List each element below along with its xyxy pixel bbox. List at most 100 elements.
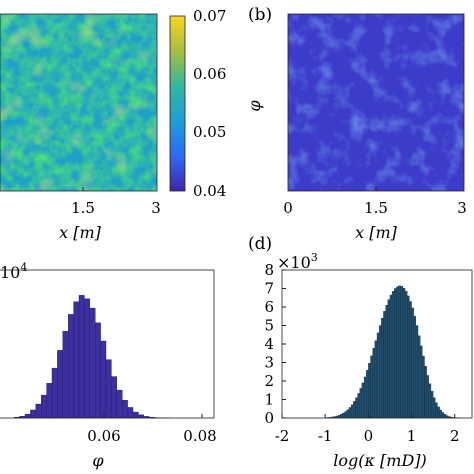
- histogram-c-bar: [105, 359, 112, 419]
- histogram-c-bar: [127, 407, 134, 419]
- histogram-d-bar: [368, 363, 371, 419]
- histogram-d-bar: [400, 286, 404, 419]
- histogram-d-bar: [430, 391, 434, 419]
- histogram-c-bar: [30, 409, 36, 419]
- histogram-c-bar: [62, 331, 69, 419]
- histogram-d-bar: [404, 291, 408, 419]
- histogram-d-bar: [346, 409, 350, 419]
- histogram-d-bar: [361, 382, 365, 419]
- colorbar-tick-4: 0.04: [193, 182, 226, 200]
- histogram-d-bar: [437, 406, 440, 419]
- histogram-d-bar: [370, 355, 373, 419]
- histogram-d-bar: [413, 316, 417, 419]
- histogram-d-bar: [366, 370, 369, 419]
- histogram-d-bar: [350, 404, 354, 419]
- colorbar-tick-1: 0.07: [193, 7, 226, 25]
- histogram-d-bar: [337, 415, 341, 419]
- histogram-d-bar: [441, 412, 445, 419]
- histogram-d-bar: [357, 393, 360, 419]
- y-tick-d: 0: [264, 409, 274, 427]
- y-tick-d: 7: [264, 280, 274, 298]
- histogram-d-bar: [391, 291, 395, 419]
- histogram-d-bar: [387, 299, 391, 419]
- x-tick-d: 1: [407, 427, 417, 445]
- histogram-c-bar: [111, 376, 118, 419]
- histogram-d-bar: [420, 345, 423, 419]
- histogram-d-bar: [424, 366, 427, 419]
- histogram-c-bar: [78, 295, 85, 419]
- histogram-d-bar: [381, 317, 384, 419]
- x-tick-c-2: 0.08: [183, 427, 216, 445]
- histogram-c-bar: [121, 400, 128, 419]
- y-tick-d: 3: [264, 354, 274, 372]
- histogram-c-bar: [84, 298, 91, 419]
- histogram-d-bar: [415, 325, 419, 419]
- x-label-b: x [m]: [355, 223, 398, 242]
- histogram-d-bar: [428, 383, 432, 419]
- histogram-d-bar: [374, 340, 378, 419]
- x-ticks-d: -2 -1 0 1 2: [275, 414, 460, 445]
- panel-d-title: (d): [248, 234, 272, 254]
- histogram-d-bar: [396, 286, 399, 419]
- histogram-d-bar: [394, 288, 397, 419]
- histogram-d-bar: [439, 409, 442, 419]
- histogram-c-bar: [73, 301, 80, 419]
- y-tick-d: 8: [264, 261, 274, 279]
- panel-b-title: (b): [248, 5, 272, 25]
- histogram-d-bar: [348, 407, 352, 419]
- y-tick-d: 1: [264, 391, 274, 409]
- histogram-c-bar: [100, 340, 107, 419]
- histogram-d-bar: [376, 332, 380, 419]
- histogram-c-bar: [51, 367, 58, 419]
- heatmap-a-frame: [0, 13, 158, 192]
- histogram-d-bar: [398, 285, 401, 419]
- histogram-d-bar: [411, 307, 414, 419]
- histogram-d-bar: [402, 287, 406, 419]
- histogram-d-bar: [383, 311, 386, 419]
- histogram-d-bar: [389, 294, 393, 419]
- x-tick-d: -1: [318, 427, 333, 445]
- panel-a: 1.5 3 x [m]: [0, 13, 161, 242]
- x-ticks-a: 1.5 3: [71, 187, 161, 217]
- y-tick-d: 2: [264, 372, 274, 390]
- histogram-c-bar: [89, 307, 96, 419]
- histogram-d-bar: [353, 401, 356, 419]
- histogram-d-bar: [385, 304, 388, 419]
- heatmap-a-highlights: [0, 14, 157, 191]
- x-tick-d: -2: [275, 427, 290, 445]
- histogram-c-bar: [57, 350, 64, 419]
- x-tick-a-2: 3: [151, 199, 161, 217]
- histogram-d-bar: [342, 412, 345, 419]
- histogram-d-bar: [409, 301, 412, 419]
- histogram-d-bar: [417, 335, 421, 419]
- histogram-d-bar: [407, 295, 410, 419]
- axes-c-frame: [0, 269, 215, 419]
- heatmap-b-texture: [288, 14, 464, 191]
- histogram-c-bar: [46, 383, 53, 419]
- x-label-a: x [m]: [59, 223, 102, 242]
- histogram-d-bar: [344, 411, 347, 419]
- histogram-d-bars: [325, 285, 460, 419]
- panel-c: 104 0.06 0.08 φ: [0, 261, 217, 470]
- histogram-d-bar: [355, 397, 358, 419]
- histogram-c-bar: [94, 322, 101, 419]
- x-tick-d: 0: [364, 427, 374, 445]
- x-tick-b-3: 3: [457, 199, 467, 217]
- colorbar-gradient: [169, 15, 186, 192]
- histogram-c-bar: [35, 403, 42, 419]
- colorbar-tick-3: 0.05: [193, 123, 226, 141]
- histogram-c-bar: [138, 414, 144, 419]
- y-label-b: φ: [245, 100, 264, 112]
- x-tick-c-1: 0.06: [87, 427, 120, 445]
- histogram-d-bar: [422, 355, 425, 419]
- multiplier-d: ×103: [277, 251, 318, 272]
- histogram-d-bar: [359, 388, 363, 419]
- histogram-d-bar: [379, 325, 382, 419]
- x-tick-b-2: 1.5: [364, 199, 388, 217]
- x-label-d: log(κ [mD]): [333, 451, 427, 470]
- axes-d-frame: [281, 269, 473, 419]
- histogram-c-bar: [67, 314, 74, 419]
